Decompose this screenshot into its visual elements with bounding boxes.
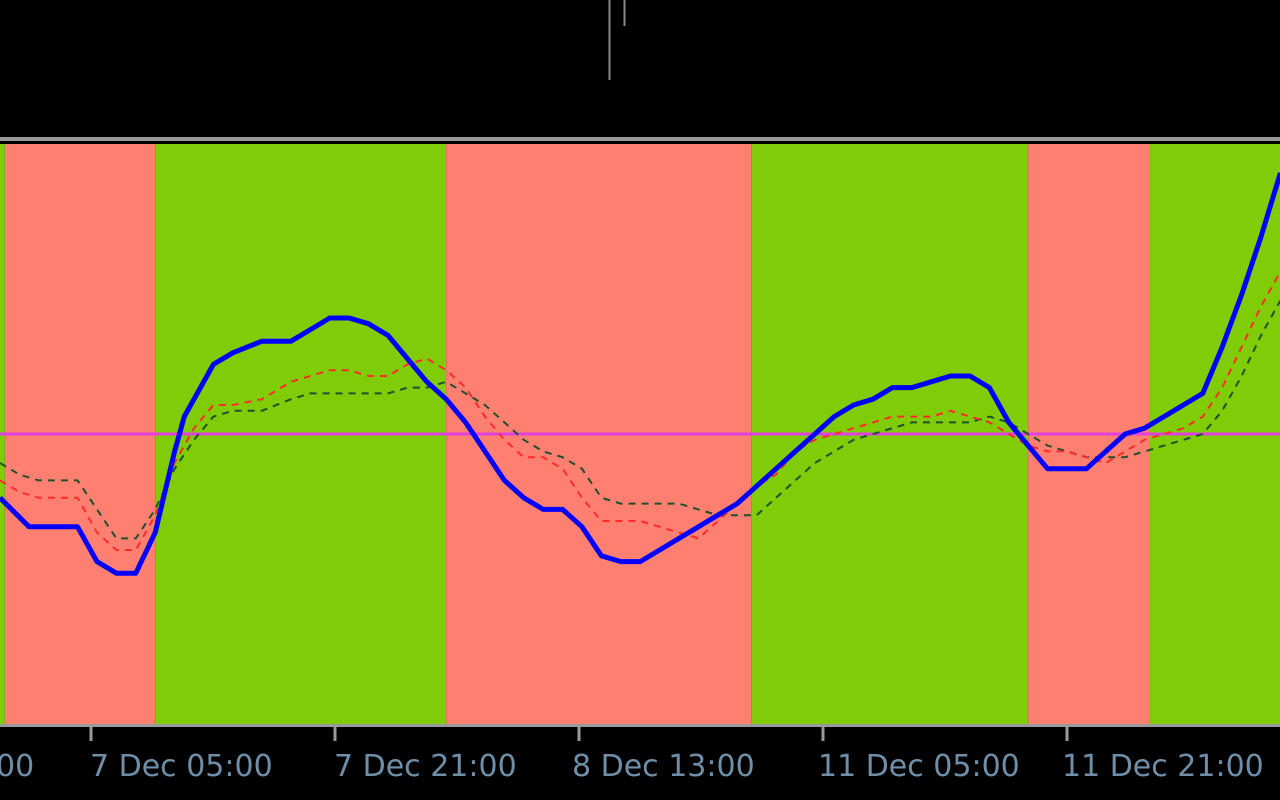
time-axis: 00 7 Dec 05:00 7 Dec 21:00 8 Dec 13:00 11 De…: [0, 727, 1264, 784]
time-axis-line: [0, 724, 1280, 727]
time-tick-label: 8 Dec 13:00: [572, 749, 755, 784]
time-tick-label: 11 Dec 05:00: [818, 749, 1020, 784]
price-pane: [0, 0, 1280, 136]
pane-separator-shadow: [0, 141, 1280, 144]
price-pane-canvas: [608, 0, 626, 80]
pane-separator[interactable]: [0, 137, 1280, 141]
indicator-chart: [0, 144, 1280, 724]
time-tick-label: 7 Dec 05:00: [90, 749, 273, 784]
time-tick-label: 7 Dec 21:00: [334, 749, 517, 784]
time-tick-label-partial: 00: [0, 749, 34, 784]
series-lines: [0, 172, 1280, 576]
indicator-pane: [0, 144, 1280, 724]
series-signal-line-1: [0, 271, 1280, 551]
series-main-line: [0, 172, 1280, 576]
time-tick-label: 11 Dec 21:00: [1062, 749, 1264, 784]
time-axis-ticks: 00 7 Dec 05:00 7 Dec 21:00 8 Dec 13:00 11 De…: [0, 727, 1264, 784]
